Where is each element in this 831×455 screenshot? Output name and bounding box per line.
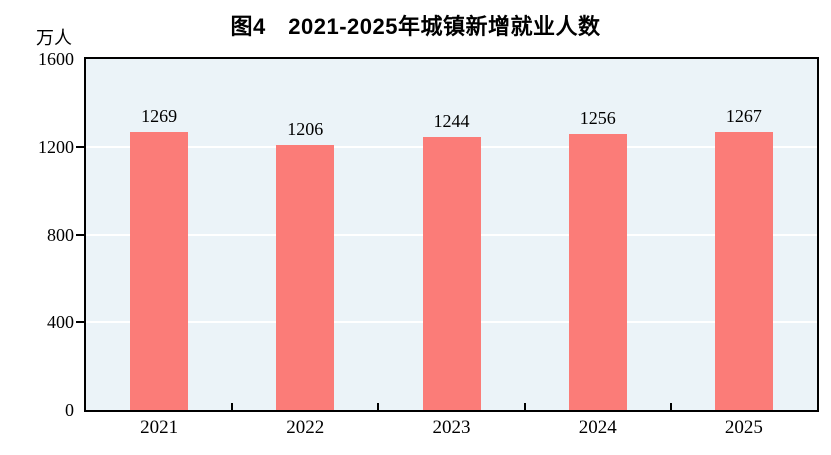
bar-value-label-2024: 1256: [579, 108, 616, 129]
x-axis-label-2022: 2022: [286, 417, 325, 438]
bar-value-label-2022: 1206: [287, 119, 324, 140]
bar-2024: [568, 134, 627, 410]
y-axis-label-1600: 1600: [38, 49, 74, 69]
bar-value-label-2021: 1269: [141, 105, 178, 126]
x-axis-label-2021: 2021: [140, 417, 179, 438]
x-axis-tick-mark: [523, 403, 526, 410]
x-axis-tick-mark: [231, 403, 234, 410]
y-axis-tick-mark: [76, 321, 84, 324]
bar-2021: [130, 131, 189, 410]
y-axis-tick-mark: [76, 145, 84, 148]
bar-value-label-2025: 1267: [725, 106, 762, 127]
x-axis-label-2023: 2023: [432, 417, 471, 438]
bar-2022: [276, 145, 335, 410]
y-axis-label-400: 400: [47, 312, 74, 333]
x-axis-label-2025: 2025: [724, 417, 763, 438]
y-axis-label-800: 800: [47, 224, 74, 245]
x-axis-label-2024: 2024: [578, 417, 617, 438]
x-axis-tick-mark: [377, 403, 380, 410]
plot-area: 1269 1206 1244 1256 1267: [84, 57, 819, 412]
y-axis-unit-label: 万人: [36, 28, 72, 48]
y-axis-label-1200: 1200: [38, 136, 74, 157]
y-axis-label-0: 0: [65, 400, 74, 420]
bar-2023: [422, 137, 481, 410]
y-axis-tick-mark: [76, 233, 84, 236]
x-axis-tick-mark: [669, 403, 672, 410]
bar-2025: [714, 132, 773, 410]
chart-title: 图4 2021-2025年城镇新增就业人数: [230, 14, 601, 39]
bar-value-label-2023: 1244: [433, 111, 470, 132]
